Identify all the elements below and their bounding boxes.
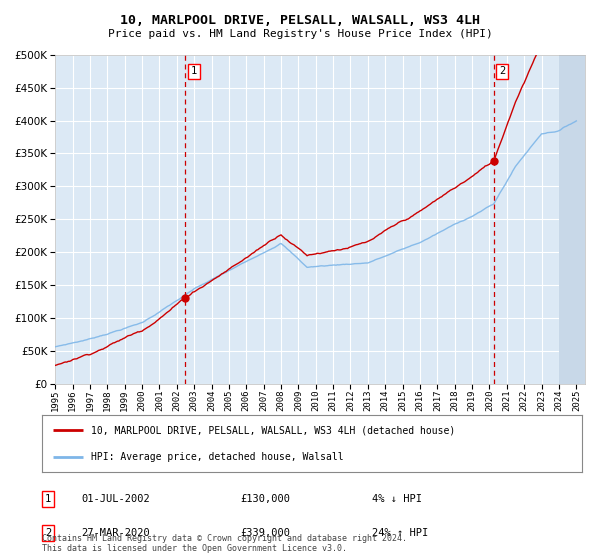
Text: 27-MAR-2020: 27-MAR-2020	[81, 528, 150, 538]
Text: 01-JUL-2002: 01-JUL-2002	[81, 494, 150, 505]
Text: Price paid vs. HM Land Registry's House Price Index (HPI): Price paid vs. HM Land Registry's House …	[107, 29, 493, 39]
Text: 10, MARLPOOL DRIVE, PELSALL, WALSALL, WS3 4LH: 10, MARLPOOL DRIVE, PELSALL, WALSALL, WS…	[120, 14, 480, 27]
Text: 2: 2	[45, 528, 51, 538]
Text: 1: 1	[191, 66, 197, 76]
Text: 2: 2	[499, 66, 505, 76]
Text: 4% ↓ HPI: 4% ↓ HPI	[372, 494, 422, 505]
Text: 24% ↑ HPI: 24% ↑ HPI	[372, 528, 428, 538]
Text: £339,000: £339,000	[240, 528, 290, 538]
Text: Contains HM Land Registry data © Crown copyright and database right 2024.
This d: Contains HM Land Registry data © Crown c…	[42, 534, 407, 553]
Bar	[559, 55, 585, 384]
Text: £130,000: £130,000	[240, 494, 290, 505]
Text: 10, MARLPOOL DRIVE, PELSALL, WALSALL, WS3 4LH (detached house): 10, MARLPOOL DRIVE, PELSALL, WALSALL, WS…	[91, 426, 455, 435]
Text: 1: 1	[45, 494, 51, 505]
Text: HPI: Average price, detached house, Walsall: HPI: Average price, detached house, Wals…	[91, 451, 343, 461]
